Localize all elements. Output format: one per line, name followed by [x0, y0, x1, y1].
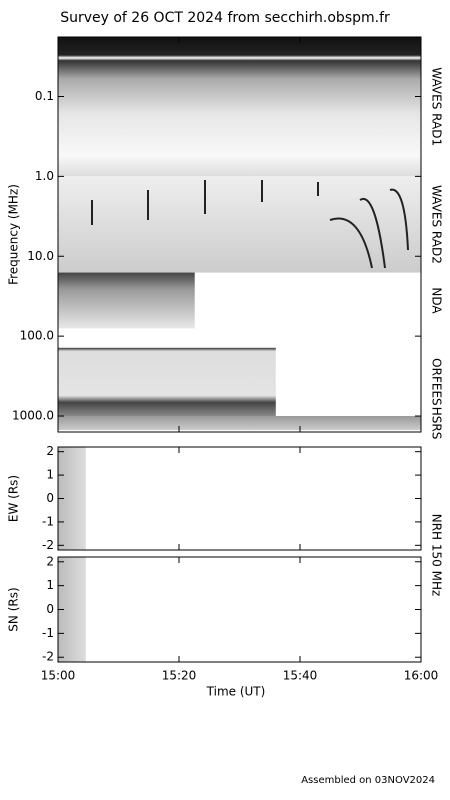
instrument-label: WAVES RAD1: [430, 67, 444, 146]
y-tick-label: 100.0: [20, 329, 54, 343]
instrument-label: HSRS: [430, 407, 444, 440]
instrument-label: NRH 150 MHz: [430, 514, 444, 597]
streak: [359, 197, 386, 269]
y-tick-label: 0.1: [35, 89, 54, 103]
y-tick-label: -2: [42, 650, 54, 664]
spectrogram-band: [58, 416, 421, 431]
burst-streaks: [91, 180, 409, 269]
instrument-label: ORFEES: [430, 358, 444, 405]
spectrogram-band: [58, 37, 421, 177]
spectrogram-band: [58, 176, 421, 273]
y-tick-label: 0: [46, 602, 54, 616]
y-tick-label: 2: [46, 554, 54, 568]
y-tick-label: 0: [46, 491, 54, 505]
y-tick-label: 10.0: [27, 249, 54, 263]
plot-frame: [57, 446, 422, 551]
y-tick-label: 1000.0: [12, 409, 54, 423]
y-tick-label: 1: [46, 578, 54, 592]
streak: [329, 217, 373, 269]
plot-frame: [57, 556, 422, 663]
streak: [389, 188, 409, 251]
x-tick-label: 15:00: [41, 669, 76, 683]
x-tick-label: 15:40: [283, 669, 318, 683]
y-tick-label: -1: [42, 514, 54, 528]
x-tick-label: 15:20: [162, 669, 197, 683]
y-axis-label: SN (Rs): [7, 587, 21, 631]
chart-title: Survey of 26 OCT 2024 from secchirh.obsp…: [60, 10, 390, 26]
plot-frame: [57, 36, 422, 433]
instrument-label: WAVES RAD2: [430, 185, 444, 264]
instrument-label: NDA: [430, 287, 444, 314]
footer: Assembled on 03NOV2024: [301, 775, 435, 786]
spectrogram-band: [58, 272, 195, 329]
y-axis-label: Frequency (MHz): [7, 184, 21, 285]
y-axis-label: EW (Rs): [7, 475, 21, 522]
y-tick-label: 1: [46, 468, 54, 482]
spectrogram-band: [58, 347, 276, 417]
x-tick-label: 16:00: [404, 669, 439, 683]
y-tick-label: -1: [42, 626, 54, 640]
y-tick-label: 2: [46, 444, 54, 458]
y-tick-label: 1.0: [35, 169, 54, 183]
y-tick-label: -2: [42, 538, 54, 552]
x-axis-label: Time (UT): [206, 685, 266, 699]
